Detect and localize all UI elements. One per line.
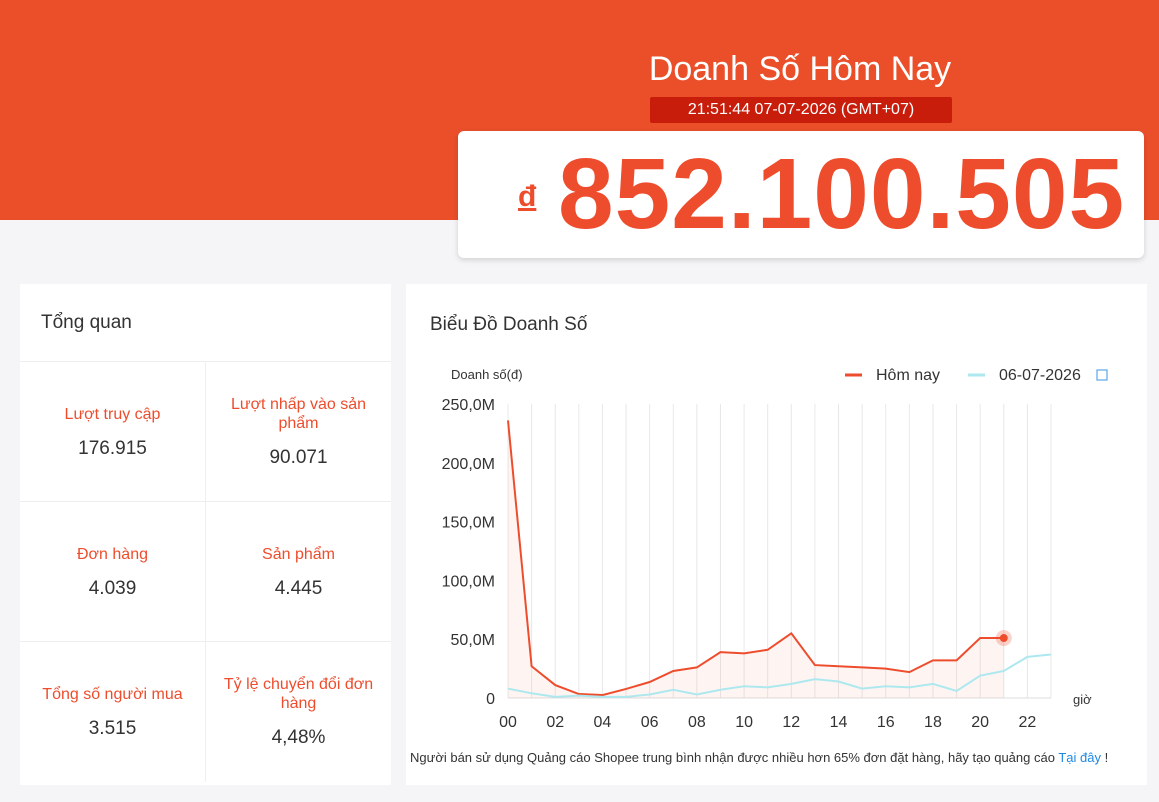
x-tick-label: 08 [688, 714, 706, 731]
calendar-icon[interactable] [1096, 369, 1108, 381]
amount: 852.100.505 [558, 138, 1126, 250]
stat-label: Lượt nhấp vào sản phẩm [230, 396, 367, 432]
line [507, 653, 1052, 698]
stat-label: Sản phẩm [262, 545, 335, 563]
stat-label: Đơn hàng [77, 545, 148, 563]
x-tick-label: 00 [499, 714, 517, 731]
stat-value: 4,48% [271, 727, 326, 748]
y-tick-label: 150,0M [442, 515, 495, 532]
area [508, 420, 1004, 698]
y-tick-label: 50,0M [451, 632, 495, 649]
note-text: Người bán sử dụng Quảng cáo Shopee trung… [410, 750, 1058, 765]
stat-label: Tỷ lệ chuyển đổi đơn hàng [223, 676, 374, 712]
stat-cell: Sản phẩm 4.445 [205, 501, 391, 642]
stat-cell: Tỷ lệ chuyển đổi đơn hàng 4,48% [205, 641, 391, 782]
header-title: Doanh Số Hôm Nay [648, 50, 952, 88]
stat-value: 176.915 [78, 437, 147, 459]
chart: Biểu Đồ Doanh Số Doanh số(đ) giờ Người b… [410, 314, 1108, 765]
y-tick-label: 100,0M [442, 573, 495, 590]
stat-label: Lượt truy cập [64, 405, 161, 423]
y-tick-label: 0 [486, 691, 495, 708]
x-tick-label: 02 [546, 714, 564, 731]
note: Người bán sử dụng Quảng cáo Shopee trung… [410, 750, 1108, 765]
chart-panel: Biểu Đồ Doanh Số Doanh số(đ) giờ Người b… [406, 284, 1147, 785]
x-tick-label: 12 [782, 714, 800, 731]
last-point [999, 634, 1008, 643]
x-axis-label: giờ [1073, 692, 1092, 707]
legend-label: 06-07-2026 [999, 367, 1081, 384]
x-tick-label: 16 [877, 714, 895, 731]
currency: đ [518, 180, 537, 213]
stat-cell: Tổng số người mua 3.515 [20, 641, 205, 782]
note-end: ! [1101, 750, 1108, 765]
x-tick-label: 20 [971, 714, 989, 731]
note-link[interactable]: Tại đây [1058, 750, 1101, 765]
x-tick-label: 18 [924, 714, 942, 731]
overview-title: Tổng quan [41, 312, 132, 333]
x-tick-label: 10 [735, 714, 753, 731]
stat-cell: Lượt truy cập 176.915 [20, 361, 205, 502]
y-axis-label: Doanh số(đ) [451, 367, 523, 382]
stat-cell: Lượt nhấp vào sản phẩm 90.071 [205, 361, 391, 502]
chart-title: Biểu Đồ Doanh Số [430, 314, 588, 335]
x-tick-label: 14 [830, 714, 848, 731]
overview-panel: Tổng quan Lượt truy cập 176.915 Lượt nhấp … [20, 284, 391, 785]
stat-cell: Đơn hàng 4.039 [20, 501, 205, 642]
x-tick-label: 04 [594, 714, 612, 731]
y-tick-label: 250,0M [442, 397, 495, 414]
y-tick-label: 200,0M [442, 456, 495, 473]
stat-value: 4.039 [88, 577, 137, 599]
line [507, 420, 1004, 697]
amount-card [458, 131, 1144, 258]
stat-value: 3.515 [88, 717, 137, 739]
x-tick-label: 22 [1018, 714, 1036, 731]
stat-value: 4.445 [274, 577, 323, 599]
x-tick-label: 06 [641, 714, 659, 731]
legend-label: Hôm nay [876, 367, 940, 384]
timestamp: 21:51:44 07-07-2026 (GMT+07) [650, 97, 952, 123]
stat-value: 90.071 [269, 447, 328, 468]
stat-label: Tổng số người mua [42, 685, 183, 703]
